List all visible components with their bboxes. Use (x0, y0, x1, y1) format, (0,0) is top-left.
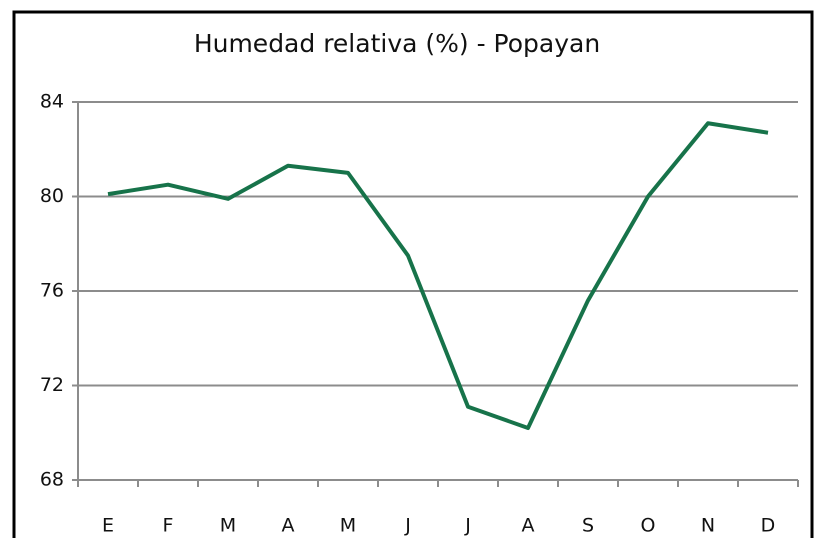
x-tick-label: J (464, 515, 471, 537)
y-tick-label: 76 (40, 280, 64, 302)
x-tick-label: E (102, 515, 114, 537)
x-tick-label: N (701, 515, 715, 537)
y-tick-label: 72 (40, 374, 64, 396)
y-tick-label: 84 (40, 91, 64, 113)
data-line (107, 121, 769, 431)
y-tick-label: 80 (40, 185, 64, 207)
x-tick-label: M (340, 515, 356, 537)
x-tick-label: F (163, 515, 174, 537)
x-tick-label: D (761, 515, 776, 537)
x-tick-label: A (522, 515, 535, 537)
frame (12, 10, 814, 538)
y-tick-label: 68 (40, 469, 64, 491)
x-tick-label: A (282, 515, 295, 537)
x-tick-label: M (220, 515, 236, 537)
x-tick-label: J (404, 515, 411, 537)
x-tick-label: S (582, 515, 594, 537)
x-tick-label: O (641, 515, 656, 537)
chart-title: Humedad relativa (%) - Popayan (194, 29, 600, 58)
